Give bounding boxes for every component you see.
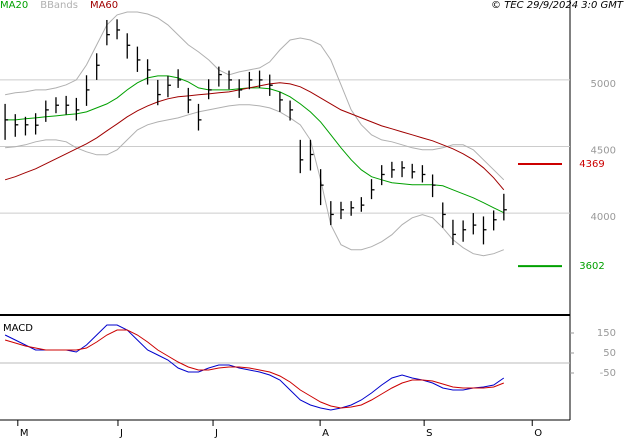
series-line xyxy=(4,82,505,191)
x-tick-label: S xyxy=(426,428,432,439)
legend-entry: MA20 xyxy=(0,0,28,11)
x-tick-label: A xyxy=(322,428,329,439)
y-tick-label: 50 xyxy=(603,348,616,359)
y-tick-label: 4500 xyxy=(591,146,616,157)
x-tick-label: O xyxy=(534,428,542,439)
watermark: © TEC 29/9/2024 3:0 GMT xyxy=(491,0,624,11)
y-tick-label: 150 xyxy=(597,328,616,339)
series-line xyxy=(5,75,505,214)
series-line-lower xyxy=(5,104,504,257)
series-line xyxy=(5,11,505,181)
x-tick-label: J xyxy=(214,428,218,439)
series-line xyxy=(4,329,504,409)
y-tick-label: -50 xyxy=(600,368,616,379)
level-label: 4369 xyxy=(579,159,604,170)
macd-title: MACD xyxy=(3,323,33,334)
y-tick-label: 4000 xyxy=(591,212,616,223)
legend-entry: BBands xyxy=(40,0,78,11)
y-tick-label: 5000 xyxy=(591,79,616,90)
x-tick-label: M xyxy=(20,428,29,439)
legend-entry: MA60 xyxy=(90,0,118,11)
x-tick-label: J xyxy=(119,428,123,439)
level-label: 3602 xyxy=(579,261,604,272)
